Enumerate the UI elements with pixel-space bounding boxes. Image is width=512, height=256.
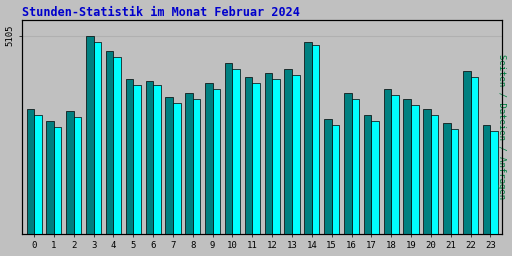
Bar bbox=[27, 109, 34, 234]
Bar bbox=[344, 93, 352, 234]
Bar bbox=[411, 105, 419, 234]
Bar bbox=[86, 36, 94, 234]
Bar bbox=[126, 79, 133, 234]
Bar bbox=[145, 81, 153, 234]
Bar bbox=[94, 41, 101, 234]
Bar bbox=[352, 99, 359, 234]
Bar bbox=[74, 117, 81, 234]
Bar bbox=[265, 73, 272, 234]
Bar bbox=[272, 79, 280, 234]
Bar bbox=[312, 46, 319, 234]
Bar bbox=[185, 93, 193, 234]
Bar bbox=[292, 75, 300, 234]
Bar bbox=[225, 63, 232, 234]
Bar bbox=[471, 77, 478, 234]
Bar bbox=[47, 121, 54, 234]
Bar bbox=[364, 115, 371, 234]
Bar bbox=[403, 99, 411, 234]
Bar bbox=[114, 57, 121, 234]
Bar bbox=[165, 97, 173, 234]
Bar bbox=[66, 111, 74, 234]
Bar bbox=[483, 125, 490, 234]
Bar bbox=[431, 115, 438, 234]
Bar bbox=[212, 89, 220, 234]
Bar bbox=[245, 77, 252, 234]
Bar bbox=[443, 123, 451, 234]
Bar bbox=[451, 129, 458, 234]
Bar bbox=[54, 127, 61, 234]
Bar bbox=[173, 103, 181, 234]
Bar bbox=[285, 69, 292, 234]
Bar bbox=[133, 85, 141, 234]
Bar bbox=[391, 95, 399, 234]
Bar bbox=[463, 71, 471, 234]
Bar bbox=[193, 99, 200, 234]
Bar bbox=[324, 119, 332, 234]
Bar bbox=[304, 41, 312, 234]
Bar bbox=[205, 83, 212, 234]
Bar bbox=[332, 125, 339, 234]
Y-axis label: Seiten / Dateien / Anfragen: Seiten / Dateien / Anfragen bbox=[498, 54, 506, 199]
Bar bbox=[252, 83, 260, 234]
Bar bbox=[153, 85, 161, 234]
Bar bbox=[34, 115, 41, 234]
Text: Stunden-Statistik im Monat Februar 2024: Stunden-Statistik im Monat Februar 2024 bbox=[22, 6, 300, 18]
Bar bbox=[232, 69, 240, 234]
Bar bbox=[106, 51, 114, 234]
Bar bbox=[423, 109, 431, 234]
Bar bbox=[371, 121, 379, 234]
Bar bbox=[383, 89, 391, 234]
Bar bbox=[490, 131, 498, 234]
